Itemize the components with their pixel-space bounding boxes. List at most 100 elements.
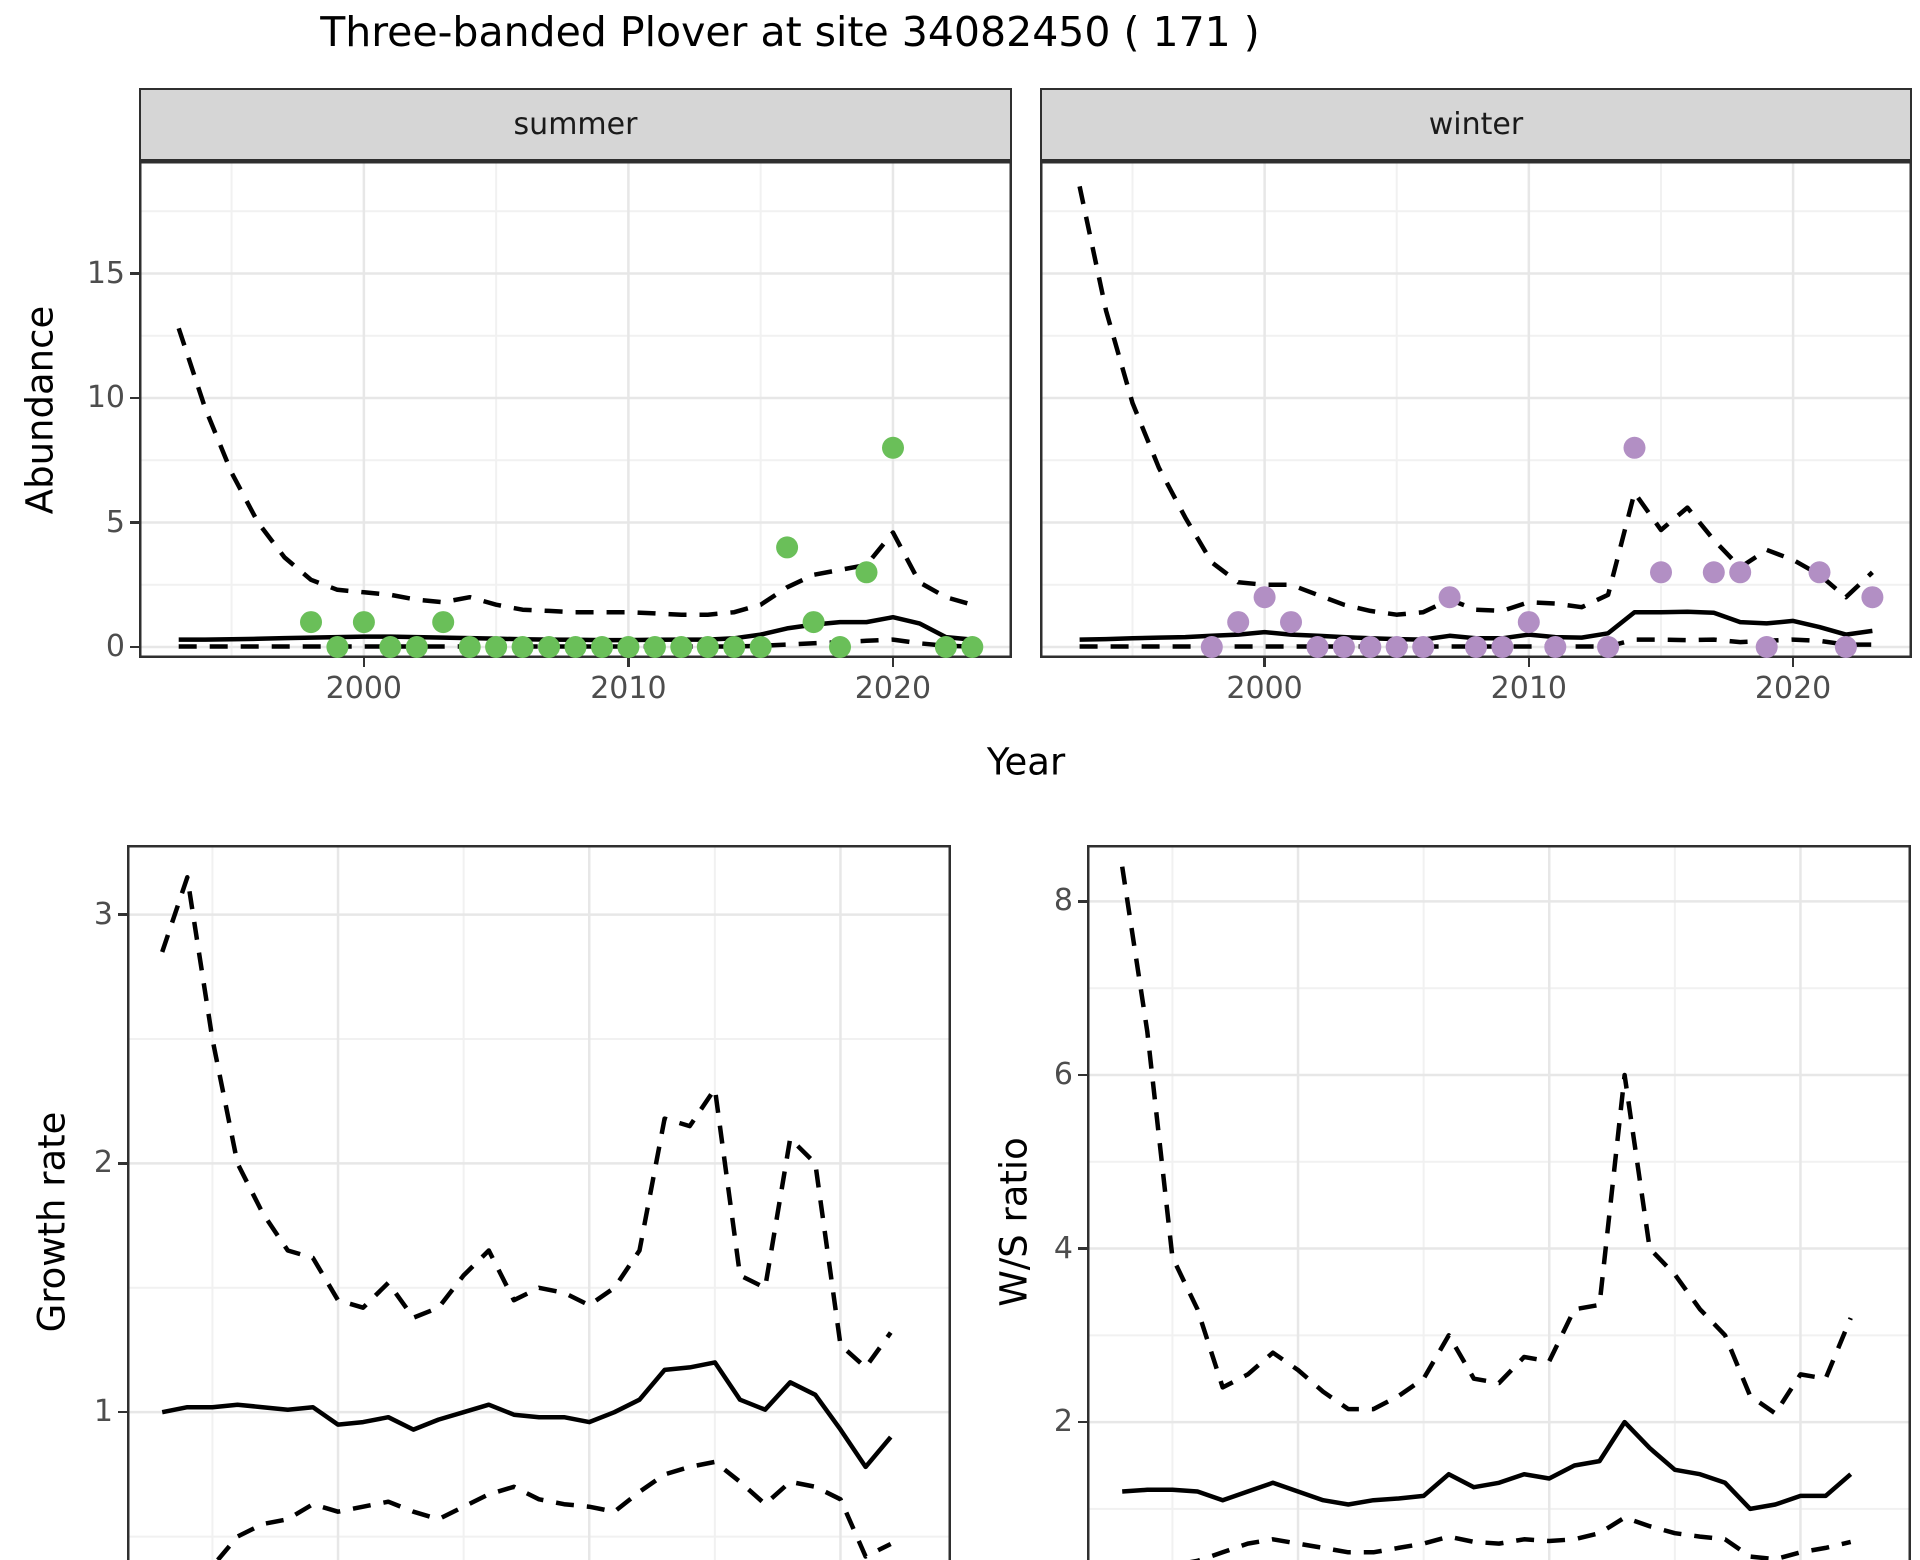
x-tick-mark [1527,658,1531,667]
data-point-observed_counts [1332,636,1355,658]
panel-border [1087,845,1911,1560]
data-point-observed_counts [1623,436,1646,459]
y-tick-mark [1078,1247,1087,1250]
y-tick-label: 1 [93,1394,113,1430]
y-tick-mark [1078,1073,1087,1077]
y-tick-mark [118,913,127,916]
data-point-observed_counts [591,636,613,658]
data-point-observed_counts [1412,636,1435,658]
x-tick-label: 2020 [1754,671,1832,706]
y-tick-label: 15 [86,255,125,291]
data-point-observed_counts [1808,561,1831,584]
data-point-observed_counts [1544,636,1567,658]
x-tick-mark [891,658,895,667]
data-point-observed_counts [352,611,375,634]
data-point-observed_counts [882,436,904,459]
data-point-observed_counts [829,636,851,658]
upper_ci-line [1077,185,1874,617]
data-point-observed_counts [1253,586,1276,609]
y-tick-label: 10 [86,380,125,416]
data-point-observed_counts [1650,561,1672,584]
data-point-observed_counts [511,636,534,658]
plot-title: Three-banded Plover at site 34082450 ( 1… [320,8,1260,56]
x-tick-mark [1791,658,1795,667]
y-tick-label: 3 [93,896,113,932]
data-point-observed_counts [855,561,878,584]
data-point-observed_counts [1280,611,1302,634]
data-point-observed_counts [643,636,666,658]
data-point-observed_counts [1491,636,1514,658]
data-point-observed_counts [696,636,719,658]
data-point-observed_counts [961,636,984,658]
y-tick-mark [130,521,139,524]
data-point-observed_counts [405,636,428,658]
y-tick-label: 2 [1053,1404,1073,1440]
y-tick-label: 5 [105,504,125,540]
y-tick-label: 8 [1053,883,1073,919]
x-tick-label: 2010 [590,671,667,706]
data-point-observed_counts [1702,561,1725,584]
data-point-observed_counts [1359,636,1382,658]
y-tick-mark [130,396,139,400]
data-point-observed_counts [1465,636,1487,658]
y-tick-mark [1078,1420,1087,1424]
x-axis-title-year-top: Year [986,740,1066,784]
x-tick-label: 2010 [1490,671,1568,706]
x-tick-label: 2000 [1226,671,1303,706]
data-point-observed_counts [1517,611,1540,634]
y-tick-mark [130,645,139,649]
data-point-observed_counts [749,636,772,658]
x-tick-label: 2000 [325,671,403,706]
lower_ci-line [1189,1515,1852,1560]
median-line [161,1360,893,1470]
lower_ci-line [214,1459,892,1560]
data-point-observed_counts [776,536,799,559]
data-point-observed_counts [1227,611,1250,634]
y-tick-mark [1078,900,1087,903]
median-line [1079,609,1873,642]
y-axis-title-ws-ratio: W/S ratio [992,1137,1036,1307]
data-point-observed_counts [802,611,825,634]
data-point-observed_counts [1834,636,1857,658]
data-point-observed_counts [934,636,957,658]
upper_ci-line [1119,866,1853,1416]
panel-border [127,845,951,1560]
x-tick-mark [362,658,366,667]
panel-abundance_summer [139,161,1012,658]
panel-border [1040,161,1912,658]
data-point-observed_counts [458,636,481,658]
data-point-observed_counts [485,636,508,658]
panel-growth_rate [127,845,951,1560]
facet-strip-winter: winter [1040,88,1912,161]
data-point-observed_counts [326,636,349,658]
y-tick-label: 0 [105,629,125,665]
data-point-observed_counts [617,636,640,658]
upper_ci-line [176,327,973,617]
data-point-observed_counts [1385,636,1408,658]
y-tick-mark [130,272,139,275]
panel-ws_ratio [1087,845,1911,1560]
data-point-observed_counts [1755,636,1778,658]
y-tick-mark [118,1162,127,1165]
data-point-observed_counts [1306,636,1329,658]
panel-border [139,161,1012,658]
data-point-observed_counts [538,636,560,658]
y-tick-mark [118,1410,127,1414]
y-axis-title-growth-rate: Growth rate [30,1111,74,1333]
data-point-observed_counts [300,611,322,634]
panel-abundance_winter [1040,161,1912,658]
x-tick-label: 2020 [854,671,932,706]
data-point-observed_counts [1861,586,1884,609]
facet-strip-summer: summer [139,88,1012,161]
data-point-observed_counts [723,636,746,658]
facet-strip-summer-label: summer [513,107,638,142]
upper_ci-line [160,875,893,1370]
data-point-observed_counts [1200,636,1223,658]
data-point-observed_counts [1597,636,1620,658]
data-point-observed_counts [432,611,455,634]
data-point-observed_counts [564,636,587,658]
y-tick-label: 6 [1053,1056,1073,1092]
data-point-observed_counts [1729,561,1752,584]
x-tick-mark [1263,658,1266,667]
